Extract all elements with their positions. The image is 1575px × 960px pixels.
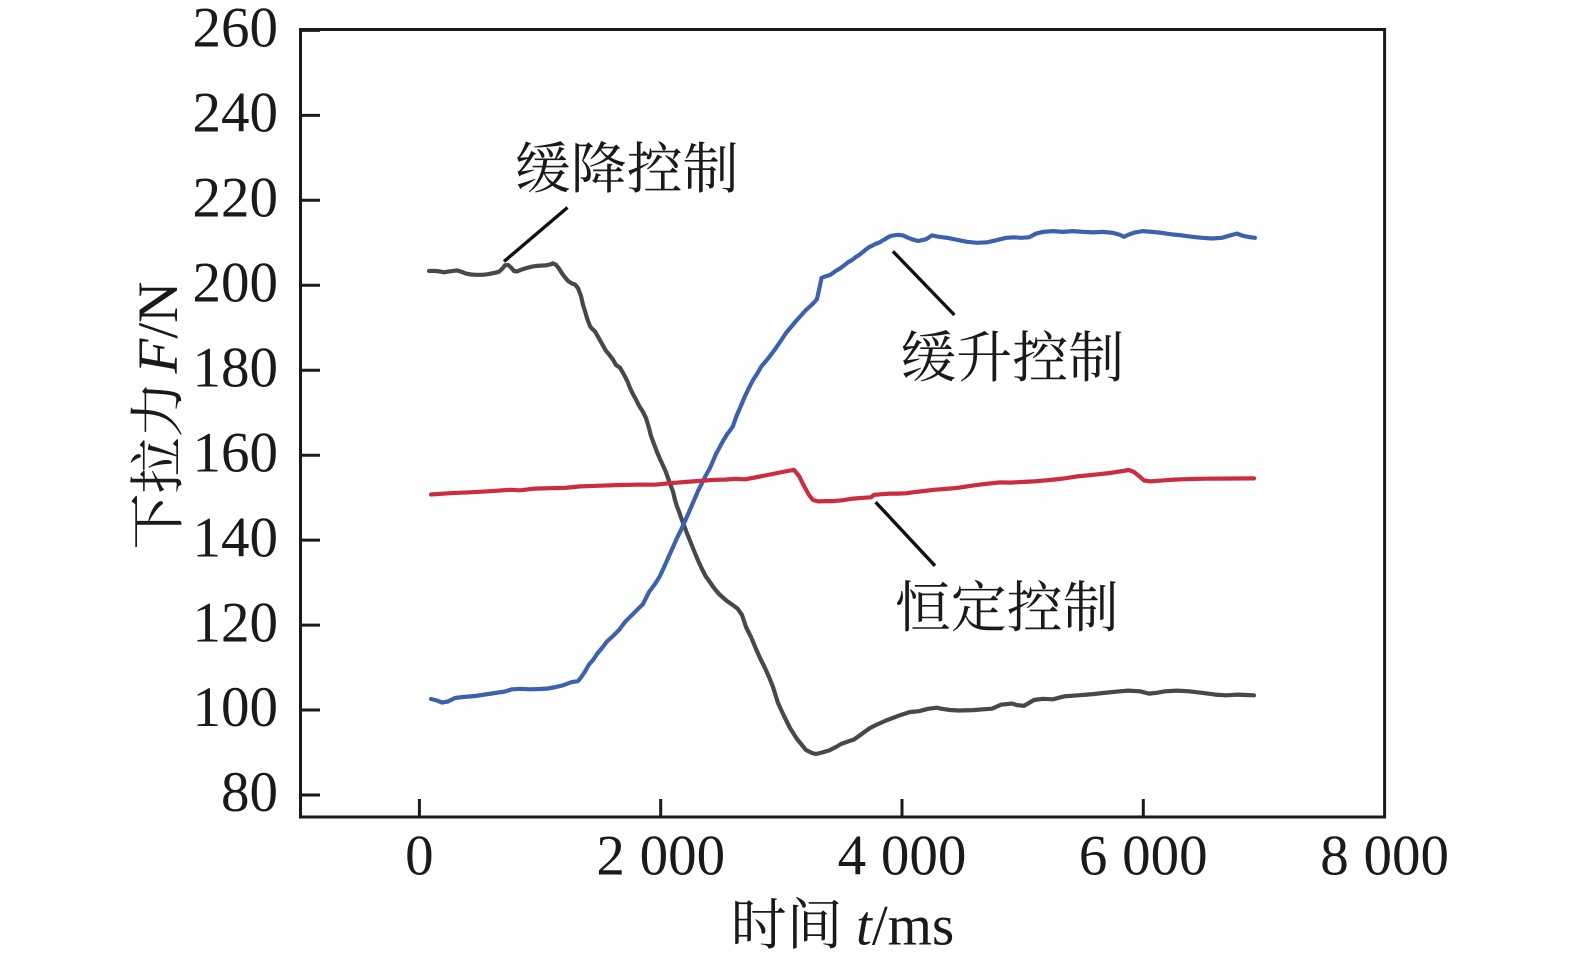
svg-text:240: 240 (193, 82, 279, 145)
svg-text:180: 180 (193, 336, 279, 399)
svg-text:t/ms: t/ms (856, 894, 954, 957)
svg-text:260: 260 (193, 0, 279, 60)
svg-text:220: 220 (193, 167, 279, 230)
svg-text:6 000: 6 000 (1079, 824, 1208, 887)
svg-text:F/N: F/N (127, 282, 190, 375)
svg-text:8 000: 8 000 (1320, 824, 1449, 887)
svg-text:80: 80 (221, 761, 278, 824)
svg-text:160: 160 (193, 421, 279, 484)
svg-text:0: 0 (405, 824, 434, 887)
svg-text:200: 200 (193, 252, 279, 315)
svg-text:140: 140 (193, 506, 279, 569)
svg-text:4 000: 4 000 (838, 824, 967, 887)
svg-text:100: 100 (193, 676, 279, 739)
svg-text:2 000: 2 000 (596, 824, 725, 887)
svg-text:120: 120 (193, 591, 279, 654)
